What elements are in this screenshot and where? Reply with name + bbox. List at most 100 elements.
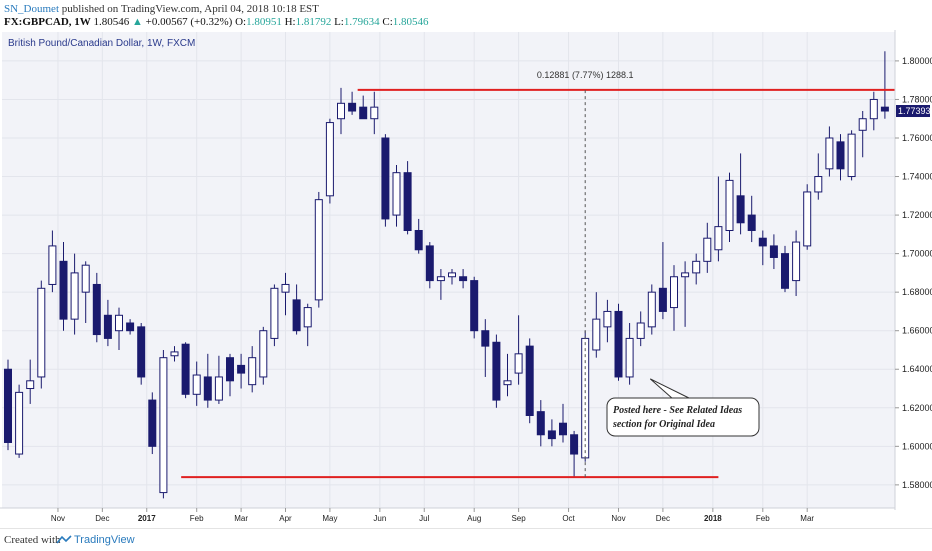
candle-bear bbox=[781, 253, 789, 289]
candle-bull bbox=[592, 318, 601, 351]
time-tick-label: Apr bbox=[279, 514, 292, 523]
callout-box bbox=[606, 397, 760, 437]
publish-header: SN_Doumet published on TradingView.com, … bbox=[0, 0, 932, 30]
candle-bull bbox=[681, 272, 690, 278]
candle-bear bbox=[381, 137, 390, 220]
candle-bull bbox=[337, 102, 345, 120]
candle-bull bbox=[81, 264, 90, 293]
time-tick-label: Jun bbox=[373, 514, 386, 523]
open-label: O: bbox=[235, 16, 247, 28]
price-tag-box bbox=[896, 105, 930, 118]
close-value: 1.80546 bbox=[392, 16, 429, 28]
author-link[interactable]: SN_Doumet bbox=[4, 3, 59, 15]
candle-bull bbox=[647, 291, 656, 328]
candle-bull bbox=[503, 380, 512, 386]
time-tick-label: 2018 bbox=[704, 514, 722, 523]
candle-bull bbox=[270, 287, 279, 339]
candle-bull bbox=[670, 276, 678, 309]
candle-bear bbox=[547, 430, 556, 440]
candle-bull bbox=[858, 118, 867, 131]
open-value: 1.80951 bbox=[246, 16, 282, 28]
candle-bear bbox=[103, 314, 112, 339]
price-tick-label: 1.60000 bbox=[902, 441, 932, 451]
candle-bear bbox=[880, 106, 889, 112]
candle-bear bbox=[292, 299, 301, 332]
time-tick-label: Nov bbox=[51, 514, 65, 523]
candle-bear bbox=[525, 345, 534, 416]
time-tick-label: Mar bbox=[800, 514, 814, 523]
candle-bull bbox=[48, 245, 57, 285]
candle-bear bbox=[4, 368, 12, 443]
candle-bear bbox=[459, 276, 468, 282]
candle-bear bbox=[658, 287, 667, 312]
callout[interactable]: Posted here - See Related Ideas section … bbox=[606, 378, 760, 437]
candle-bull bbox=[214, 376, 223, 401]
candle-bull bbox=[159, 357, 168, 494]
candle-bear bbox=[359, 106, 368, 120]
candle-bear bbox=[736, 195, 745, 224]
time-tick-label: Feb bbox=[756, 514, 770, 523]
candle-bull bbox=[692, 260, 701, 274]
footer: Created with TradingView bbox=[0, 528, 932, 551]
candle-bear bbox=[59, 260, 68, 320]
candle-bull bbox=[625, 337, 634, 378]
high-value: 1.81792 bbox=[295, 16, 332, 28]
candle-bear bbox=[559, 422, 567, 436]
candle-bear bbox=[226, 357, 234, 382]
last-price: 1.80546 bbox=[93, 16, 130, 28]
candle-bear bbox=[570, 434, 579, 455]
low-label: L: bbox=[334, 16, 344, 28]
candle-bear bbox=[137, 326, 146, 378]
candle-bull bbox=[869, 98, 878, 120]
candle-bull bbox=[370, 106, 379, 120]
price-tick-label: 1.64000 bbox=[902, 364, 932, 374]
chart-title: British Pound/Canadian Dollar, 1W, FXCM bbox=[8, 38, 195, 49]
time-tick-label: Feb bbox=[190, 514, 204, 523]
symbol-label: FX:GBPCAD, 1W bbox=[4, 16, 91, 28]
candle-bull bbox=[436, 276, 445, 282]
candle-bear bbox=[92, 283, 101, 336]
candle-bull bbox=[281, 283, 290, 293]
candle-bull bbox=[703, 237, 712, 262]
time-tick-label: Aug bbox=[467, 514, 481, 523]
time-tick-label: Dec bbox=[656, 514, 670, 523]
candle-bull bbox=[314, 199, 323, 301]
up-arrow-icon: ▲ bbox=[132, 16, 143, 28]
time-axis[interactable]: Nov Dec 2017 Feb Mar Apr May Jun Jul Aug Sep Oct Nov… bbox=[51, 508, 815, 523]
close-label: C: bbox=[382, 16, 393, 28]
candle-bear bbox=[481, 330, 490, 347]
candles bbox=[4, 51, 889, 499]
grid bbox=[2, 32, 895, 508]
ohlc-line: FX:GBPCAD, 1W 1.80546 ▲ +0.00567 (+0.32%… bbox=[4, 16, 429, 28]
tradingview-brand[interactable]: TradingView bbox=[74, 534, 135, 546]
candle-bull bbox=[192, 374, 201, 395]
price-tick-label: 1.76000 bbox=[902, 133, 932, 143]
candle-bear bbox=[126, 322, 135, 332]
time-tick-label: Oct bbox=[562, 514, 575, 523]
candle-bull bbox=[814, 176, 823, 193]
candle-bull bbox=[847, 133, 856, 178]
candle-bull bbox=[115, 314, 123, 332]
candle-bear bbox=[203, 376, 212, 401]
candle-bull bbox=[803, 191, 812, 247]
candle-bull bbox=[714, 226, 723, 251]
candle-bull bbox=[248, 357, 257, 386]
time-tick-label: Sep bbox=[511, 514, 526, 523]
candle-bear bbox=[425, 245, 434, 282]
time-tick-label: May bbox=[322, 514, 337, 523]
candle-bear bbox=[758, 237, 767, 247]
price-tick-label: 1.80000 bbox=[902, 56, 932, 66]
candle-bear bbox=[348, 102, 357, 112]
publish-info: SN_Doumet published on TradingView.com, … bbox=[4, 3, 319, 15]
candle-bull bbox=[70, 272, 79, 320]
price-axis[interactable]: 1.58000 1.60000 1.62000 1.64000 1.66000 1.680… bbox=[895, 56, 932, 490]
candle-bull bbox=[15, 391, 24, 455]
candle-bear bbox=[536, 411, 545, 436]
candle-bear bbox=[492, 341, 501, 401]
price-tick-label: 1.70000 bbox=[902, 249, 932, 259]
candle-bear bbox=[181, 343, 190, 395]
price-chart[interactable]: 0.12881 (7.77%) 1288.1 British Pound/Can… bbox=[0, 30, 932, 528]
time-tick-label: Jul bbox=[419, 514, 429, 523]
candle-bear bbox=[769, 245, 778, 258]
price-tick-label: 1.78000 bbox=[902, 94, 932, 104]
